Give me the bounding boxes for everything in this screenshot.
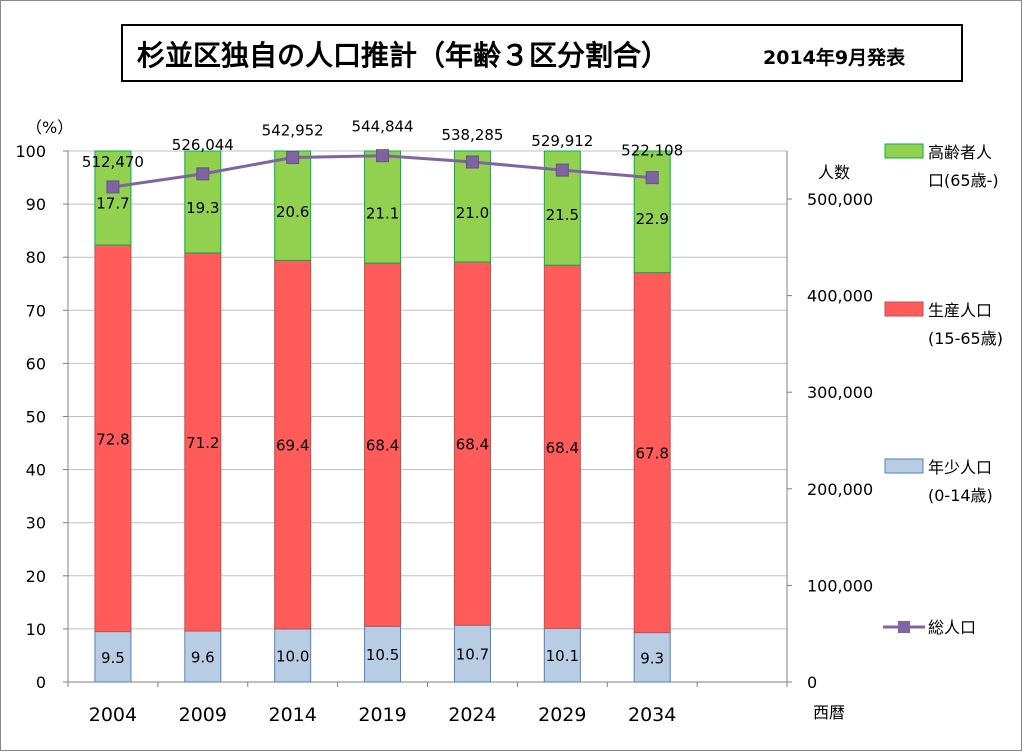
total-population-marker	[465, 155, 479, 169]
y-left-axis-title: （%）	[26, 118, 73, 137]
x-tick-label: 2019	[358, 704, 406, 726]
y-right-tick-label: 300,000	[807, 383, 873, 402]
title-box: 杉並区独自の人口推計（年齢３区分割合） 2014年9月発表	[121, 24, 963, 82]
data-label: 19.3	[186, 199, 219, 217]
legend-label: 総人口	[928, 618, 976, 637]
bar-segment	[94, 150, 132, 246]
x-tick-label: 2004	[89, 704, 137, 726]
data-label: 72.8	[96, 430, 129, 448]
bar-segment	[633, 632, 671, 683]
legend-marker	[898, 621, 910, 633]
data-label: 22.9	[635, 210, 668, 228]
data-label: 68.4	[456, 436, 489, 454]
data-label: 69.4	[276, 437, 309, 455]
y-right-tick-label: 200,000	[807, 480, 873, 499]
data-label: 9.3	[640, 649, 664, 667]
y-left-tick-label: 10	[26, 620, 46, 639]
bar-segment	[453, 150, 491, 263]
total-population-marker	[106, 180, 120, 194]
data-label: 71.2	[186, 434, 219, 452]
data-label: 68.4	[366, 437, 399, 455]
bar-segment	[364, 262, 402, 627]
bar-segment	[364, 625, 402, 683]
total-population-label: 542,952	[262, 122, 324, 140]
data-label: 68.4	[546, 439, 579, 457]
bar-segment	[94, 244, 132, 633]
total-population-label: 529,912	[531, 132, 593, 150]
data-label: 10.7	[456, 646, 489, 664]
bar-segment	[364, 150, 402, 264]
data-label: 67.8	[635, 445, 668, 463]
legend-label: 生産人口	[928, 301, 992, 320]
data-label: 20.6	[276, 203, 309, 221]
y-left-tick-label: 0	[36, 673, 46, 692]
data-label: 10.5	[366, 646, 399, 664]
total-population-label: 522,108	[621, 142, 683, 160]
x-tick-label: 2029	[538, 704, 586, 726]
data-label: 10.1	[546, 647, 579, 665]
x-axis-title: 西暦	[813, 703, 845, 722]
chart-title: 杉並区独自の人口推計（年齢３区分割合）	[137, 39, 670, 72]
legend-swatch	[884, 143, 924, 159]
y-right-tick-label: 500,000	[807, 190, 873, 209]
total-population-label: 512,470	[82, 153, 144, 171]
y-right-axis-title: 人数	[818, 163, 850, 182]
legend-label: 年少人口	[928, 458, 992, 477]
y-left-tick-label: 50	[26, 408, 46, 427]
x-tick-label: 2009	[179, 704, 227, 726]
bar-segment	[184, 252, 222, 632]
bar-segment	[633, 272, 671, 634]
bar-segment	[184, 630, 222, 683]
data-label: 21.1	[366, 205, 399, 223]
data-label: 17.7	[96, 195, 129, 213]
y-left-tick-label: 40	[26, 461, 46, 480]
data-label: 9.6	[191, 649, 215, 667]
legend-label: 口(65歳-)	[928, 171, 999, 190]
y-right-tick-label: 400,000	[807, 287, 873, 306]
total-population-marker	[196, 167, 210, 181]
bar-segment	[543, 627, 581, 683]
chart-subtitle: 2014年9月発表	[763, 47, 906, 69]
y-right-tick-label: 100,000	[807, 576, 873, 595]
y-left-tick-label: 60	[26, 354, 46, 373]
total-population-marker	[286, 151, 300, 165]
bar-segment	[453, 624, 491, 683]
total-population-marker	[645, 171, 659, 185]
y-left-tick-label: 100	[15, 142, 46, 161]
y-left-tick-label: 20	[26, 567, 46, 586]
legend-label: 高齢者人	[928, 143, 992, 162]
total-population-marker	[555, 163, 569, 177]
legend-label: (0-14歳)	[928, 486, 993, 505]
data-label: 9.5	[101, 649, 125, 667]
legend-swatch	[884, 458, 924, 474]
total-population-label: 544,844	[352, 118, 414, 136]
data-label: 21.0	[456, 204, 489, 222]
legend-label: (15-65歳)	[928, 329, 1003, 348]
x-tick-label: 2024	[448, 704, 496, 726]
y-left-tick-label: 70	[26, 301, 46, 320]
data-label: 10.0	[276, 647, 309, 665]
total-population-marker	[376, 149, 390, 163]
data-label: 21.5	[546, 206, 579, 224]
y-left-tick-label: 80	[26, 248, 46, 267]
bar-segment	[94, 631, 132, 683]
bar-segment	[274, 150, 312, 261]
y-right-tick-label: 0	[807, 673, 817, 692]
x-tick-label: 2014	[269, 704, 317, 726]
total-population-label: 526,044	[172, 136, 234, 154]
y-left-tick-label: 90	[26, 195, 46, 214]
total-population-label: 538,285	[441, 126, 503, 144]
x-tick-label: 2034	[628, 704, 676, 726]
y-left-tick-label: 30	[26, 514, 46, 533]
legend-swatch	[884, 301, 924, 317]
